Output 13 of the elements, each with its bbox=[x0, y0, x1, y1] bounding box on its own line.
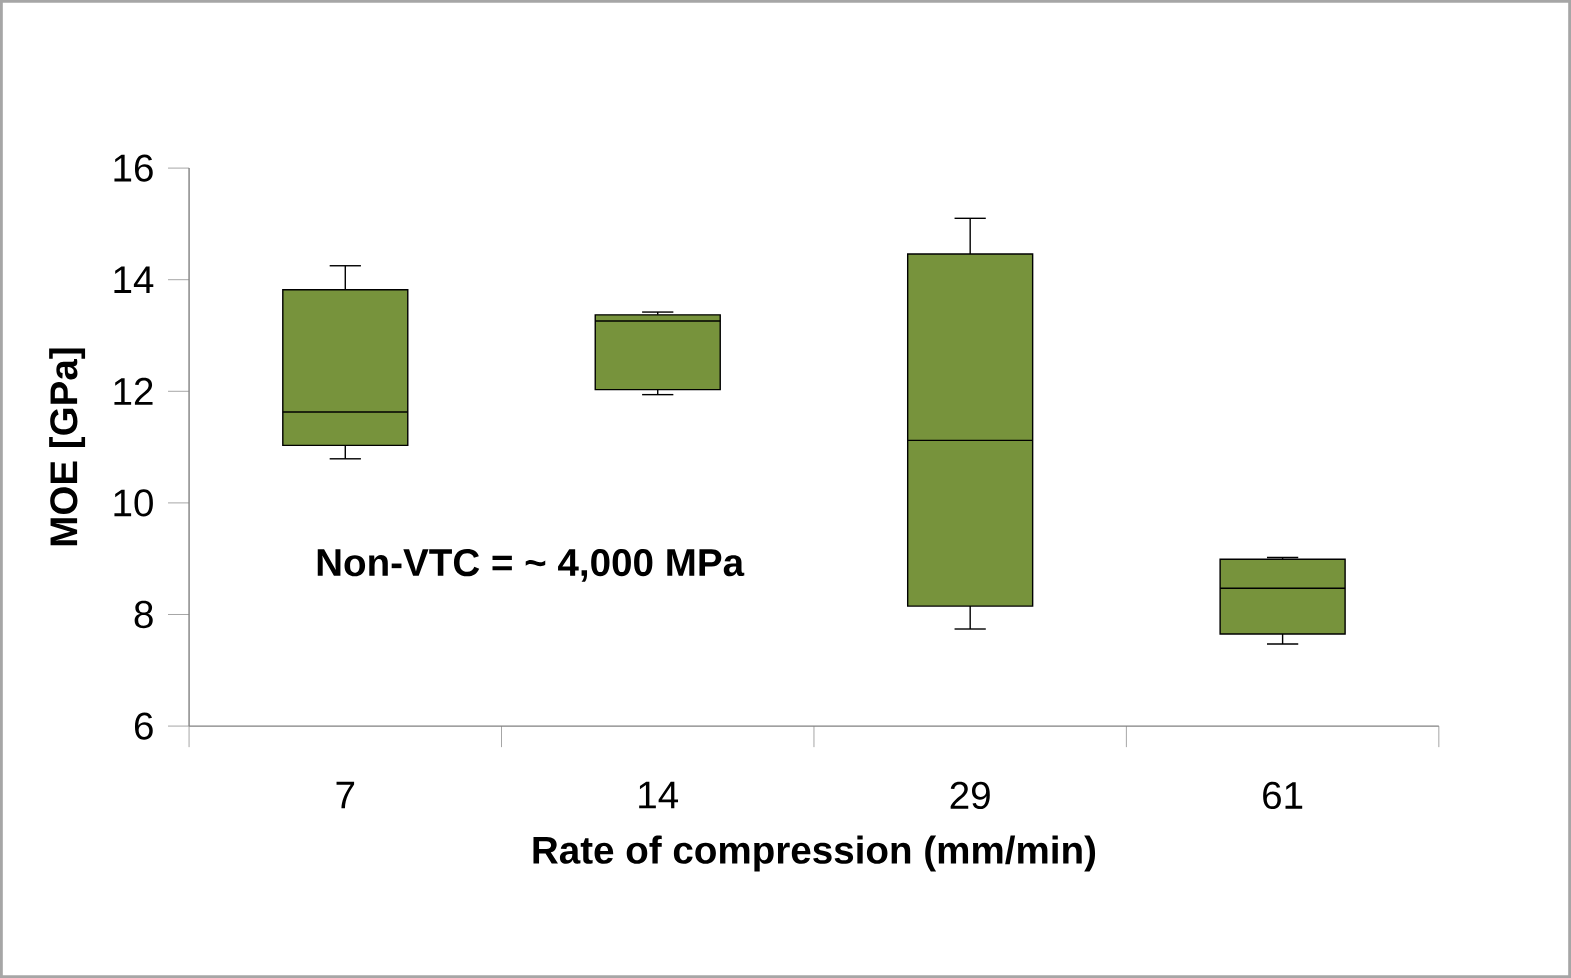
y-tick-label: 14 bbox=[114, 266, 154, 293]
y-tick-label: 12 bbox=[114, 377, 153, 405]
x-tick-label: 61 bbox=[1263, 781, 1303, 810]
x-tick-label: 7 bbox=[336, 781, 355, 809]
x-tick-label: 14 bbox=[639, 781, 679, 809]
x-tick-label: 29 bbox=[950, 781, 990, 810]
y-axis-title: MOE [GPa] bbox=[49, 348, 86, 546]
y-tick-label: 10 bbox=[114, 489, 153, 517]
annotation: Non-VTC = ~ 4,000 MPa bbox=[317, 548, 745, 582]
y-tick-label: 16 bbox=[114, 154, 153, 182]
y-tick-label: 6 bbox=[134, 712, 153, 740]
x-axis-title: Rate of compression (mm/min) bbox=[533, 835, 1096, 872]
y-tick-label: 8 bbox=[134, 600, 153, 629]
